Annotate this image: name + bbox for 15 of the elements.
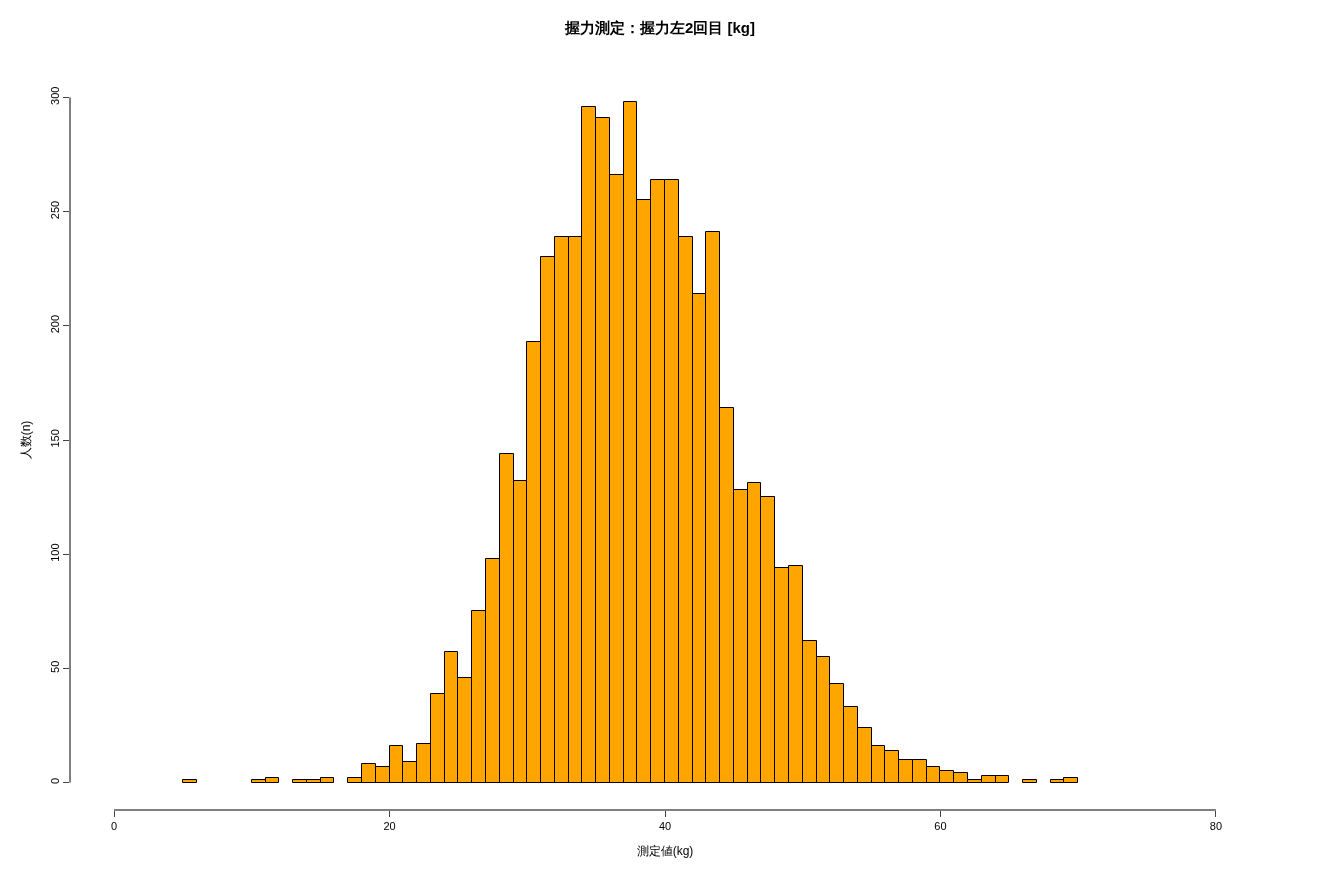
y-tick-label: 150 xyxy=(48,429,61,448)
x-axis-title: 測定値(kg) xyxy=(636,844,694,859)
y-axis-title: 人数(n) xyxy=(18,420,33,460)
y-tick-label: 100 xyxy=(48,543,61,562)
y-tick-label: 200 xyxy=(48,314,61,334)
y-tick-label: 250 xyxy=(48,200,61,220)
x-tick-label: 20 xyxy=(383,820,396,833)
x-tick-label: 40 xyxy=(658,820,672,833)
x-tick-label: 60 xyxy=(934,820,947,833)
y-tick-label: 0 xyxy=(48,777,61,784)
x-tick-label: 80 xyxy=(1209,820,1223,833)
y-tick-label: 50 xyxy=(48,660,61,673)
chart-title: 握力測定：握力左2回目 [kg] xyxy=(563,18,756,36)
x-tick-label: 0 xyxy=(111,820,118,833)
y-tick-label: 300 xyxy=(48,86,61,105)
